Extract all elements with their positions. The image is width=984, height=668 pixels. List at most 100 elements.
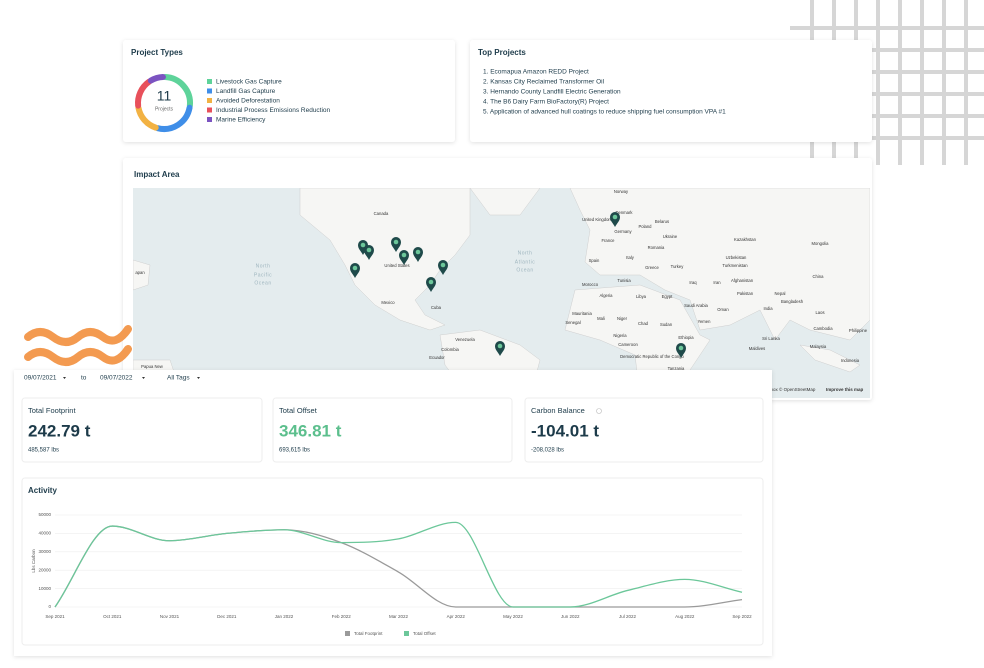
map-label: Tanzania <box>668 366 685 371</box>
map-label: Nigeria <box>613 333 627 338</box>
map-label: Ethiopia <box>678 335 694 340</box>
stat-value: 346.81 t <box>279 421 342 440</box>
legend-label: Industrial Process Emissions Reduction <box>216 107 331 114</box>
map-pin[interactable] <box>350 263 360 278</box>
improve-map-link[interactable]: Improve this map <box>826 387 864 392</box>
map-label: Papua New <box>141 364 164 369</box>
map-label: Afghanistan <box>731 278 754 283</box>
legend-swatch <box>207 107 212 113</box>
card-title: Project Types <box>131 48 183 57</box>
map-label: Turkmenistan <box>722 263 748 268</box>
map-label: Niger <box>617 316 628 321</box>
y-tick-label: 30000 <box>38 549 51 554</box>
map-label: Philippine <box>849 328 868 333</box>
map-label: Maldives <box>749 346 766 351</box>
legend-swatch <box>207 117 212 122</box>
tags-filter[interactable]: All Tags <box>167 375 190 382</box>
legend-label: Marine Efficiency <box>216 117 266 124</box>
map-label: Sudan <box>660 322 673 327</box>
map-pin-dot <box>440 262 446 268</box>
map-label: Ukraine <box>663 234 678 239</box>
map-pin-dot <box>497 343 503 349</box>
stats: Total Footprint 242.79 t 485,587 lbs Total … <box>21 397 764 463</box>
map-label: Oman <box>717 307 729 312</box>
map-label: Italy <box>626 255 635 260</box>
ocean-label: North <box>256 263 271 269</box>
filters: 09/07/2021 to 09/07/2022 All Tags <box>24 375 200 382</box>
map-pin[interactable] <box>426 277 436 292</box>
card-title: Top Projects <box>478 48 526 57</box>
map-label: Democratic Republic of the Congo <box>620 354 684 359</box>
map-pin[interactable] <box>676 343 686 358</box>
map-label: Algeria <box>599 293 613 298</box>
stat-sub: 693,615 lbs <box>279 448 310 454</box>
map-pin[interactable] <box>495 341 505 356</box>
legend-label: Livestock Gas Capture <box>216 79 282 86</box>
legend-label: Total Footprint <box>354 631 383 636</box>
map-label: United Kingdom <box>582 217 612 222</box>
x-tick-label: Feb 2022 <box>332 614 352 619</box>
series-line <box>54 521 743 608</box>
map-label: Ecuador <box>429 355 445 360</box>
map-pin-dot <box>612 214 618 220</box>
donut-label: Projects <box>155 106 174 112</box>
y-tick-label: 0 <box>48 604 51 609</box>
map-label: Canada <box>374 211 389 216</box>
y-tick-label: 50000 <box>38 512 51 517</box>
start-date[interactable]: 09/07/2021 <box>24 375 57 382</box>
y-axis-label: Lbs Carbon <box>31 549 36 573</box>
map-pin[interactable] <box>399 250 409 265</box>
map-label: Greece <box>645 265 659 270</box>
project-list: 1. Ecomapua Amazon REDD Project 2. Kansas… <box>483 69 726 116</box>
card-title: Impact Area <box>134 170 180 179</box>
map-pin-dot <box>366 247 372 253</box>
end-date[interactable]: 09/07/2022 <box>100 375 133 382</box>
map-label: Germany <box>614 229 632 234</box>
map-label: Sri Lanka <box>762 336 780 341</box>
project-item: 1. Ecomapua Amazon REDD Project <box>483 69 589 76</box>
map-label: Mexico <box>381 300 395 305</box>
map-label: Kazakhstan <box>734 237 757 242</box>
map-label: Romania <box>648 245 665 250</box>
map-label: Indonesia <box>841 358 860 363</box>
map-label: Iraq <box>689 280 697 285</box>
date-separator: to <box>81 375 87 382</box>
map-label: Norway <box>614 189 629 194</box>
map-label: Bangladesh <box>781 299 804 304</box>
stat-card <box>272 397 513 463</box>
map-label: Libya <box>636 294 647 299</box>
map-pin-dot <box>428 279 434 285</box>
map-label: Malaysia <box>810 344 827 349</box>
legend-swatch <box>404 631 409 636</box>
map-pin[interactable] <box>364 245 374 260</box>
project-item: 3. Hernando County Landfill Electric Gen… <box>483 89 621 96</box>
project-types-card <box>123 40 455 142</box>
map-pin[interactable] <box>358 240 368 255</box>
map-label: Chad <box>638 321 649 326</box>
map: Norway United Kingdom Denmark BelarusPoland… <box>133 188 870 398</box>
map-pin[interactable] <box>438 260 448 275</box>
x-tick-label: Nov 2021 <box>160 614 180 619</box>
info-icon[interactable] <box>596 408 602 414</box>
x-tick-label: May 2022 <box>503 614 523 619</box>
project-item: 5. Application of advanced hull coatings… <box>483 109 726 116</box>
map-label: France <box>601 238 615 243</box>
stat-title: Total Footprint <box>28 406 76 415</box>
donut-segment <box>135 78 153 109</box>
stat-value: 242.79 t <box>28 421 91 440</box>
map-pin-dot <box>678 345 684 351</box>
legend-label: Total Offset <box>413 631 436 636</box>
project-item: 2. Kansas City Reclaimed Transformer Oil <box>483 79 605 86</box>
stat-card <box>21 397 263 463</box>
x-tick-label: Sep 2022 <box>732 614 752 619</box>
donut-total: 11 <box>157 88 172 104</box>
donut-segment <box>147 74 166 84</box>
donut <box>135 74 193 132</box>
map-pin[interactable] <box>391 237 401 252</box>
stat-sub: 485,587 lbs <box>28 448 59 454</box>
map-pin[interactable] <box>610 212 620 227</box>
map-label: Turkey <box>671 264 685 269</box>
map-label: Egypt <box>662 294 674 299</box>
donut-segment <box>154 104 193 132</box>
map-pin[interactable] <box>413 247 423 262</box>
